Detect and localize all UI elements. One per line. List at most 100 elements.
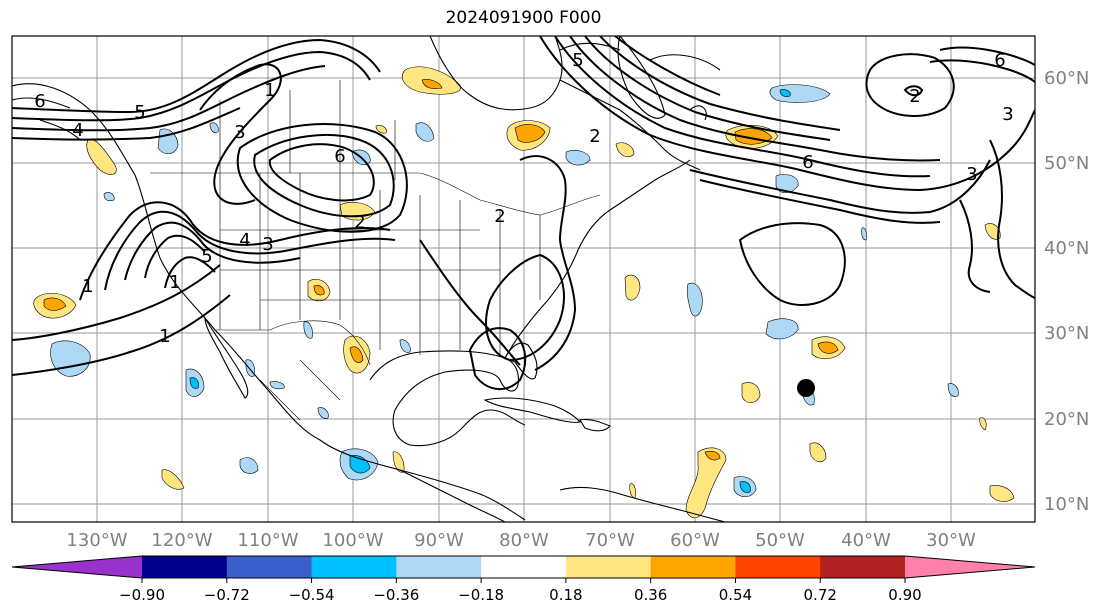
contour-line [12, 50, 371, 122]
fill-warm-core [514, 124, 546, 143]
contour-line [12, 294, 231, 376]
contour-label: 3 [1002, 104, 1013, 125]
fill-cool [947, 383, 959, 397]
contour-line [959, 199, 991, 293]
fill-cool [317, 407, 329, 419]
contour-line [699, 179, 941, 224]
contour-label: 2 [494, 206, 505, 227]
contour-label: 3 [234, 122, 245, 143]
fill-cool [303, 321, 313, 339]
longitude-labels: 130°W 120°W 110°W 100°W 90°W 80°W 70°W 60°W 50°W… [66, 530, 976, 551]
fill-warm-core [817, 341, 839, 354]
contour-line [614, 36, 721, 96]
contour-line [164, 256, 216, 289]
fill-cool [565, 150, 591, 166]
contour-label: 3 [966, 164, 977, 185]
colorbar-segment [226, 556, 313, 578]
border-mexico [259, 359, 341, 421]
fill-cool [269, 381, 285, 390]
contour-label: 6 [34, 91, 45, 112]
lon-label: 80°W [499, 530, 549, 551]
contour-label: 6 [994, 50, 1005, 71]
contour-line [738, 222, 846, 306]
contour-line [584, 36, 831, 141]
colorbar-tick-label: 0.90 [888, 586, 921, 604]
contour-line [929, 59, 1035, 83]
contour-line [79, 201, 391, 301]
map-title: 2024091900 F000 [445, 8, 602, 28]
lon-label: 100°W [322, 530, 383, 551]
contour-line [554, 36, 931, 178]
coast-baja [204, 315, 249, 399]
contour-line [12, 107, 241, 141]
storm-marker [797, 379, 815, 397]
contour-line [253, 134, 395, 218]
fill-warm-core [704, 450, 721, 461]
contour-label: 2 [354, 212, 365, 233]
colorbar-segment [650, 556, 736, 578]
colorbar-tick-label: −0.90 [119, 586, 165, 604]
fill-cool [765, 318, 799, 340]
contour-line [569, 36, 941, 162]
fill-warm [979, 417, 987, 431]
contour-label: 5 [201, 246, 212, 267]
fill-warm [375, 125, 387, 134]
lat-label: 50°N [1044, 153, 1089, 174]
contour-line [268, 143, 375, 202]
colorbar-segment [735, 556, 821, 578]
lon-label: 130°W [66, 530, 127, 551]
fill-cool [103, 192, 115, 202]
contour-line [199, 63, 282, 205]
colorbar-arrow-right [905, 556, 1035, 578]
coast-cuba [483, 397, 582, 423]
latitude-labels: 60°N 50°N 40°N 30°N 20°N 10°N [1044, 68, 1089, 515]
contour-label: 4 [239, 230, 250, 251]
fill-warm [685, 447, 727, 518]
coast-labrador [559, 79, 701, 171]
colorbar-segment [142, 556, 228, 578]
contour-label: 5 [134, 102, 145, 123]
contour-line [468, 327, 527, 390]
border-us-canada [150, 172, 601, 216]
fill-warm-core [43, 297, 67, 311]
contour-label: 2 [909, 86, 920, 107]
contour-line [689, 159, 991, 214]
fill-cool-core [189, 377, 199, 389]
contour-line [124, 221, 301, 281]
fill-warm-core [313, 285, 325, 296]
contour-label: 1 [169, 272, 180, 293]
fill-cool-core [739, 481, 751, 493]
contour-line [12, 38, 381, 114]
fill-warm [984, 223, 1001, 240]
coast-alaska [12, 97, 81, 141]
colorbar-segment [311, 556, 397, 578]
colorbar-segment [820, 556, 906, 578]
contour-label: 3 [262, 234, 273, 255]
contour-label: 2 [589, 126, 600, 147]
coast-central-america [399, 469, 506, 522]
lon-label: 70°W [585, 530, 635, 551]
border-states-2 [220, 229, 500, 301]
contour-line [419, 239, 521, 366]
contour-line [12, 264, 221, 341]
contours [12, 36, 1035, 390]
contour-line [539, 36, 1035, 192]
map-border [11, 35, 1036, 523]
lon-label: 120°W [151, 530, 212, 551]
coast-hudson [429, 36, 563, 111]
contour-label: 1 [82, 276, 93, 297]
fill-cool [50, 340, 91, 377]
coast-east [504, 159, 691, 359]
fill-warm [86, 139, 117, 175]
fill-warm [161, 469, 185, 490]
border-canada-prov [219, 80, 396, 180]
contour-line [599, 36, 841, 131]
lat-label: 40°N [1044, 238, 1089, 259]
contour-label: 4 [72, 120, 83, 141]
colorbar-segment [565, 556, 652, 578]
gridlines [12, 36, 1035, 522]
colorbar-tick-label: 0.54 [719, 586, 752, 604]
fill-cool [239, 457, 259, 474]
fill-cool [209, 122, 219, 133]
contour-label: 6 [802, 152, 813, 173]
